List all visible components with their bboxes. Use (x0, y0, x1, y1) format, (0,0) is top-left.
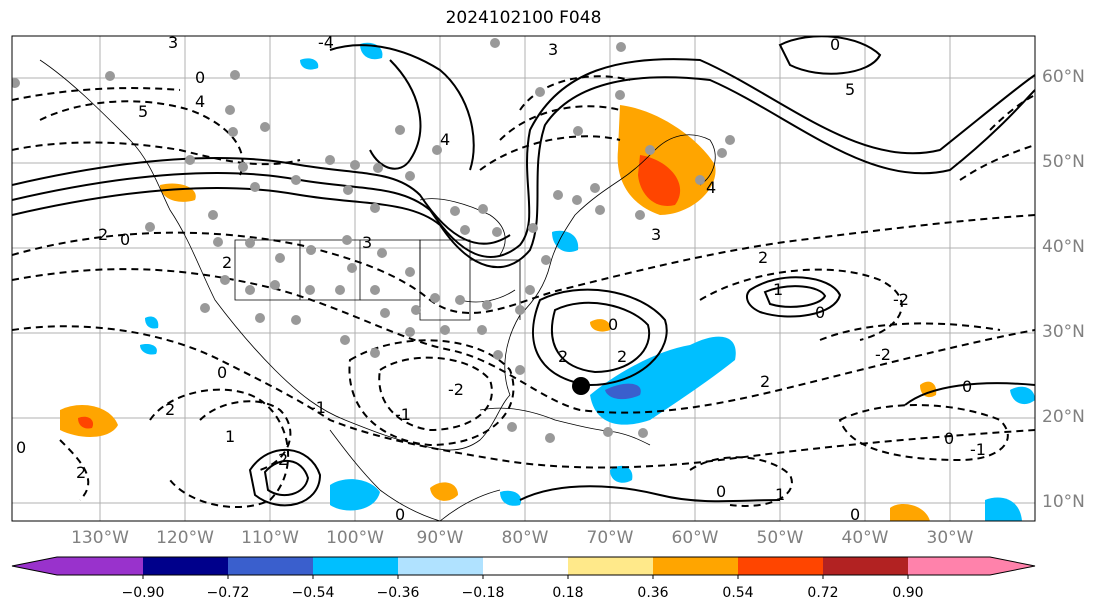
lon-label: 40°W (841, 528, 889, 548)
coastlines (39, 59, 716, 521)
contour-label: 0 (16, 438, 26, 457)
map-title: 2024102100 F048 (445, 8, 602, 28)
colorbar-tick-label: −0.72 (206, 585, 250, 601)
colorbar-tick-label: −0.90 (121, 585, 165, 601)
dashed-contours (12, 75, 1035, 508)
contour-label: 0 (120, 230, 130, 249)
colorbar-extend-high (990, 557, 1035, 575)
colorbar-extend-low (12, 557, 57, 575)
contour-label: 2 (76, 463, 86, 482)
colorbar-bin (738, 557, 823, 575)
contour-label: 5 (138, 102, 148, 121)
contour-label: 1 (775, 485, 785, 504)
contour-label: 5 (845, 80, 855, 99)
lat-label: 30°N (1042, 322, 1085, 342)
contour-label: -4 (318, 33, 334, 52)
storm-center-marker (572, 377, 590, 395)
contour-label: 0 (195, 68, 205, 87)
contour-label: -1 (970, 440, 986, 459)
lon-label: 110°W (241, 528, 299, 548)
colorbar-tick-label: −0.54 (291, 585, 335, 601)
contour-label: 0 (850, 505, 860, 524)
lon-label: 90°W (416, 528, 464, 548)
contour-label: 0 (716, 482, 726, 501)
lat-label: 40°N (1042, 237, 1085, 257)
colorbar (11, 556, 1036, 579)
lat-label: 50°N (1042, 152, 1085, 172)
contour-label: 0 (830, 35, 840, 54)
contour-label: 0 (944, 429, 954, 448)
lon-label: 50°W (756, 528, 804, 548)
colorbar-bin (908, 557, 990, 575)
lon-label: 80°W (501, 528, 549, 548)
contour-label: 2 (617, 347, 627, 366)
lat-label: 60°N (1042, 67, 1085, 87)
colorbar-tick-label: 0.54 (722, 585, 754, 601)
contour-label: 2 (760, 372, 770, 391)
contour-label: 0 (608, 315, 618, 334)
contour-label: 2 (758, 248, 768, 267)
map-plot-area: 3 -4 3 4 5 0 4 5 0 0 2 3 4 3 2 2 0 2 1 0… (12, 33, 1035, 524)
colorbar-bin (568, 557, 653, 575)
lat-label: 10°N (1042, 492, 1085, 512)
contour-label: 3 (168, 33, 178, 52)
contour-label: 2 (98, 225, 108, 244)
colorbar-bin (228, 557, 313, 575)
contour-label: 1 (225, 427, 235, 446)
contour-label: -1 (395, 405, 411, 424)
lat-label: 20°N (1042, 407, 1085, 427)
contour-label: 4 (440, 130, 450, 149)
contour-label: 3 (362, 233, 372, 252)
station-markers (12, 38, 735, 443)
colorbar-tick-label: 0.90 (892, 585, 924, 601)
colorbar-tick-label: 0.36 (637, 585, 669, 601)
colorbar-tick-label: 0.18 (552, 585, 584, 601)
contour-label: -2 (448, 380, 464, 399)
lon-label: 70°W (586, 528, 634, 548)
contour-labels: 3 -4 3 4 5 0 4 5 0 0 2 3 4 3 2 2 0 2 1 0… (16, 33, 986, 524)
colorbar-tick-label: −0.18 (461, 585, 505, 601)
lon-label: 120°W (156, 528, 214, 548)
lon-label: 130°W (71, 528, 129, 548)
contour-label: 4 (195, 92, 205, 111)
contour-label: 2 (558, 347, 568, 366)
contour-label: 0 (815, 303, 825, 322)
contour-label: 1 (773, 280, 783, 299)
colorbar-bin (398, 557, 483, 575)
lon-label: 60°W (671, 528, 719, 548)
colorbar-bin (483, 557, 568, 575)
shaded-anomalies (60, 42, 1035, 521)
contour-label: -2 (875, 345, 891, 364)
map-frame (11, 35, 1036, 522)
colorbar-bin (143, 557, 228, 575)
colorbar-bin (57, 557, 143, 575)
contour-label: -1 (310, 398, 326, 417)
lon-label: 100°W (326, 528, 384, 548)
contour-label: -2 (893, 290, 909, 309)
colorbar-bin (653, 557, 738, 575)
colorbar-tick-label: 0.72 (807, 585, 839, 601)
contour-label: 0 (962, 377, 972, 396)
colorbar-bin (313, 557, 398, 575)
contour-label: 2 (222, 253, 232, 272)
colorbar-tick-label: −0.36 (376, 585, 420, 601)
contour-label: 2 (278, 450, 288, 469)
contour-label: 4 (706, 178, 716, 197)
contour-label: 0 (217, 363, 227, 382)
graticule (12, 36, 1035, 521)
contour-label: 3 (651, 225, 661, 244)
contour-label: 2 (165, 400, 175, 419)
lon-label: 30°W (926, 528, 974, 548)
colorbar-bin (823, 557, 908, 575)
contour-label: 0 (395, 505, 405, 524)
contour-label: 3 (548, 40, 558, 59)
